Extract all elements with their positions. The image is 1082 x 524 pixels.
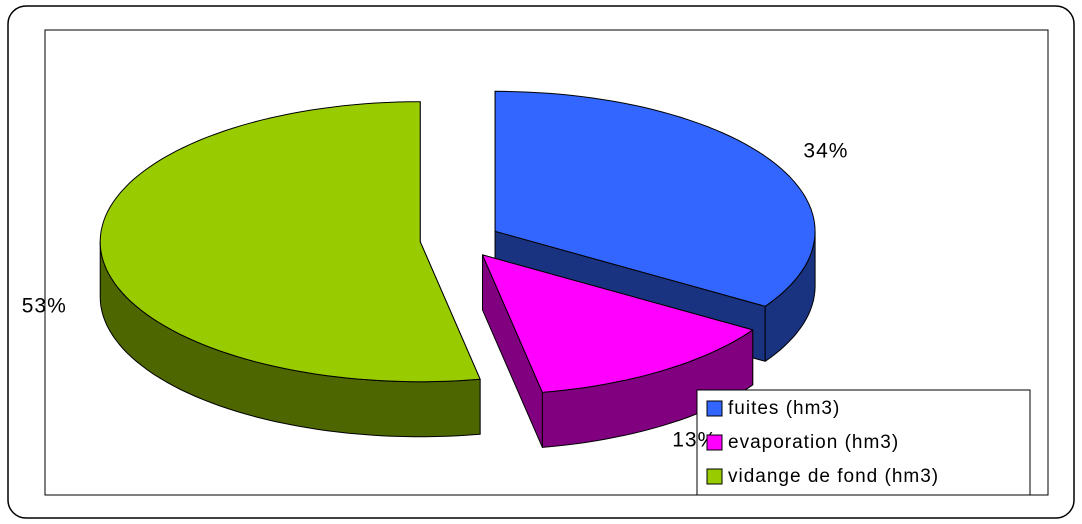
legend-swatch bbox=[706, 400, 723, 417]
pie bbox=[99, 90, 816, 448]
legend-swatch bbox=[706, 434, 723, 451]
data-label: 53% bbox=[22, 294, 67, 317]
legend bbox=[696, 389, 1031, 496]
pie-slice bbox=[482, 254, 754, 448]
legend-label: evaporation (hm3) bbox=[728, 432, 899, 453]
slice-top bbox=[494, 90, 816, 307]
legend-swatch bbox=[706, 468, 723, 485]
slice-top bbox=[99, 101, 481, 383]
slice-top bbox=[482, 254, 754, 393]
data-label: 13% bbox=[672, 429, 717, 452]
data-label: 34% bbox=[803, 139, 848, 162]
pie-slice bbox=[99, 101, 481, 438]
legend-label: vidange de fond (hm3) bbox=[728, 466, 939, 487]
legend-label: fuites (hm3) bbox=[728, 398, 840, 419]
